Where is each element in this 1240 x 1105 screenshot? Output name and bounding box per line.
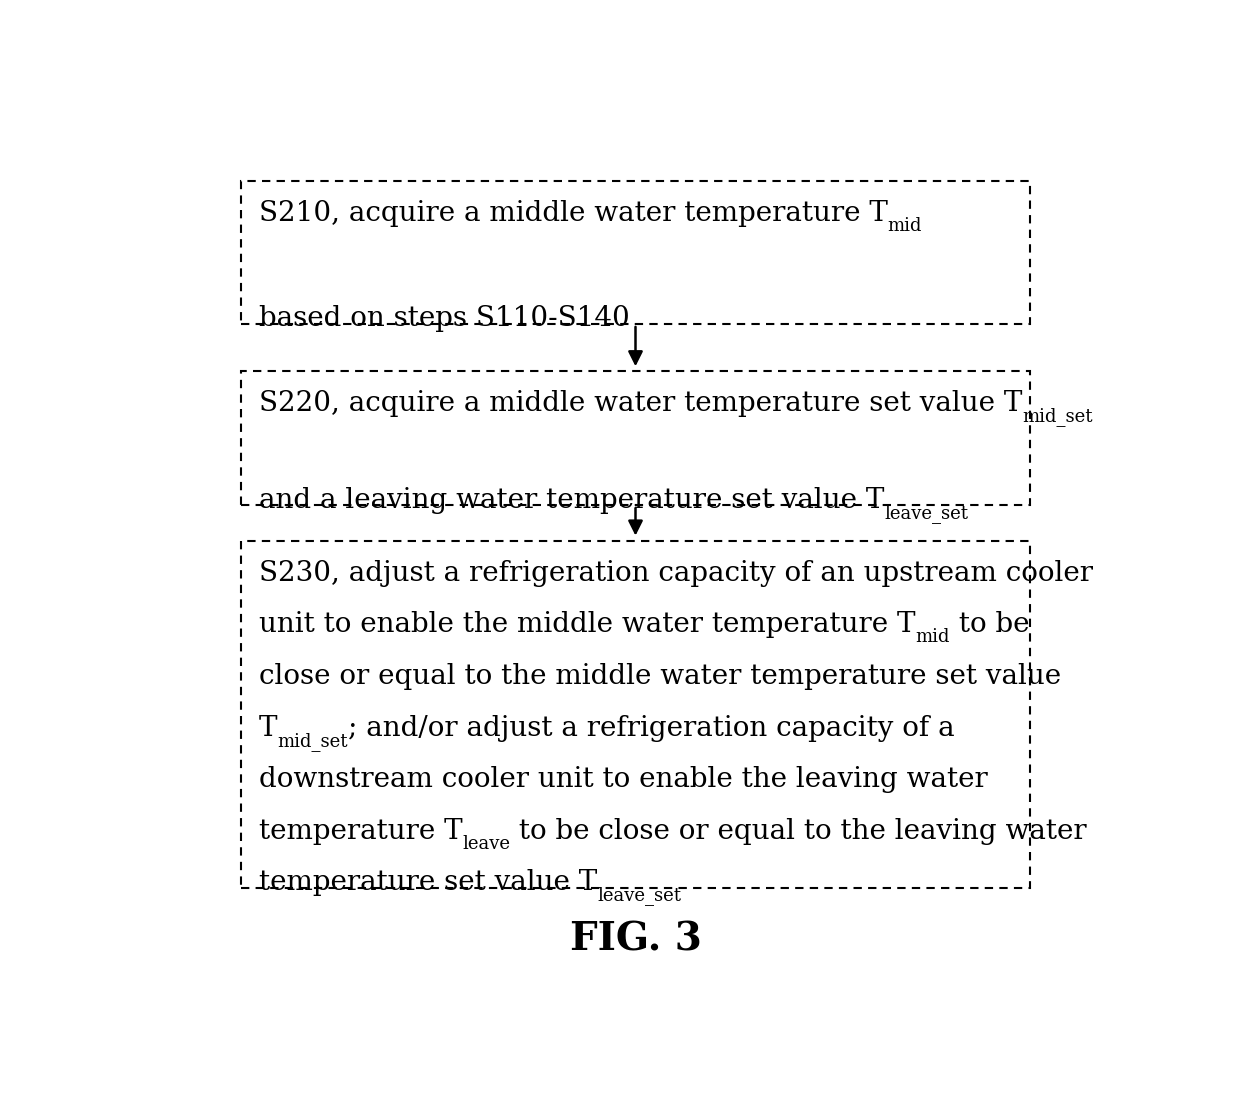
Text: S210, acquire a middle water temperature T: S210, acquire a middle water temperature… [259,200,888,227]
Text: ; and/or adjust a refrigeration capacity of a: ; and/or adjust a refrigeration capacity… [347,715,955,741]
Text: downstream cooler unit to enable the leaving water: downstream cooler unit to enable the lea… [259,766,987,793]
Text: leave_set: leave_set [884,504,968,523]
Text: mid: mid [888,217,923,235]
Text: unit to enable the middle water temperature T: unit to enable the middle water temperat… [259,611,915,639]
Text: leave: leave [463,835,511,853]
Text: temperature set value T: temperature set value T [259,870,596,896]
Text: mid_set: mid_set [278,732,347,750]
Text: to be: to be [950,611,1029,639]
Text: temperature T: temperature T [259,818,463,845]
Text: mid: mid [915,629,950,646]
Text: FIG. 3: FIG. 3 [569,920,702,958]
FancyBboxPatch shape [242,371,1029,505]
Text: and a leaving water temperature set value T: and a leaving water temperature set valu… [259,486,884,514]
Text: mid_set: mid_set [1022,407,1092,425]
Text: T: T [259,715,278,741]
Text: close or equal to the middle water temperature set value: close or equal to the middle water tempe… [259,663,1061,690]
FancyBboxPatch shape [242,181,1029,324]
Text: leave_set: leave_set [596,886,681,905]
Text: to be close or equal to the leaving water: to be close or equal to the leaving wate… [511,818,1087,845]
Text: based on steps S110-S140: based on steps S110-S140 [259,305,630,333]
Text: S220, acquire a middle water temperature set value T: S220, acquire a middle water temperature… [259,390,1022,417]
Text: S230, adjust a refrigeration capacity of an upstream cooler: S230, adjust a refrigeration capacity of… [259,560,1092,587]
FancyBboxPatch shape [242,541,1029,888]
